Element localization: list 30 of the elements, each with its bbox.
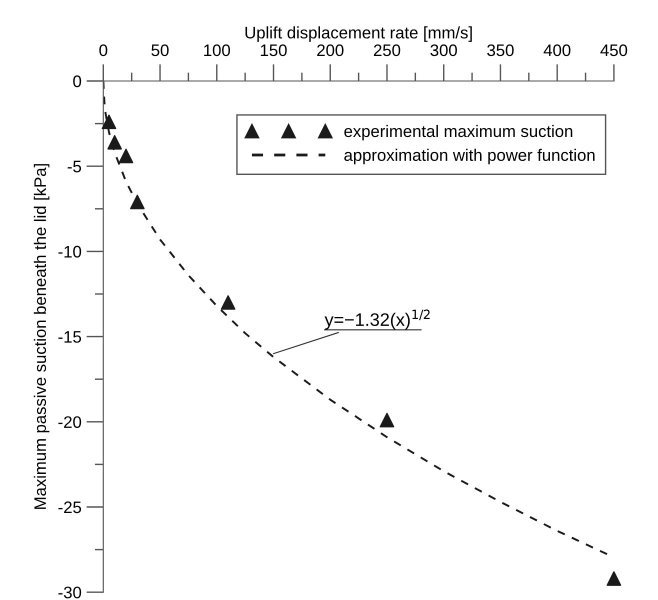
y-tick-label: -30 (58, 586, 82, 598)
legend-label: experimental maximum suction (344, 124, 572, 140)
point (220, 295, 236, 310)
x-tick-label: 150 (260, 44, 287, 56)
point (130, 194, 145, 210)
point (380, 412, 394, 428)
x-tick-label: 100 (204, 44, 230, 56)
annotation: y=−1.32(x)$^{1/2}$ (324, 310, 430, 330)
point (606, 571, 622, 586)
x-tick-label: 450 (600, 44, 628, 56)
x-tick-label: 0 (99, 44, 108, 56)
y-tick-label: -5 (68, 160, 82, 172)
y-tick-label: -15 (58, 331, 82, 343)
x-tick-label: 200 (317, 44, 344, 56)
y-axis-title: Maximum passive suction beneath the lid [kPa] (34, 164, 50, 509)
line-series (103, 81, 610, 556)
point (118, 148, 134, 164)
x-axis-title: Uplift displacement rate [mm/s] (246, 26, 472, 42)
point (107, 135, 122, 150)
y-tick-label: 0 (73, 75, 82, 88)
x-tick-label: 350 (487, 44, 514, 56)
point (102, 114, 116, 130)
x-tick-label: 50 (151, 44, 169, 56)
x-tick-label: 400 (544, 44, 570, 56)
x-tick-label: 250 (374, 44, 400, 56)
y-tick-label: -10 (58, 246, 82, 258)
legend-label: approximation with power function (344, 148, 595, 164)
y-tick-label: -20 (58, 416, 82, 428)
y-tick-label: -25 (58, 501, 82, 514)
x-tick-label: 300 (430, 44, 457, 56)
